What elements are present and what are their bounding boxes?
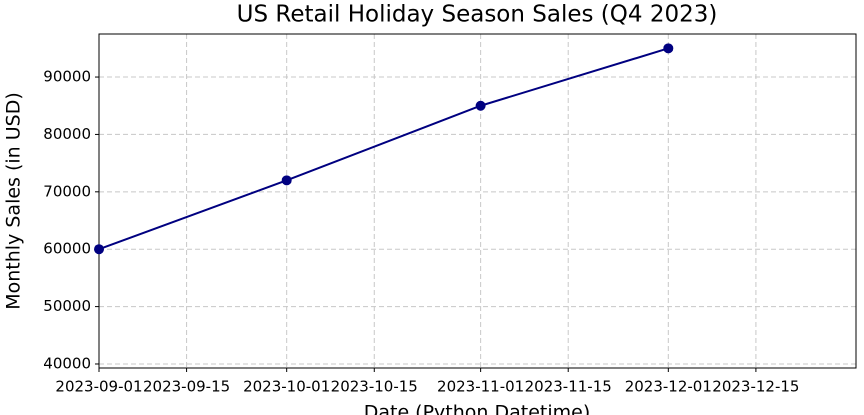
plot-frame xyxy=(98,33,857,369)
line xyxy=(98,47,669,251)
y-tick-label: 80000 xyxy=(43,125,91,143)
chart-title: US Retail Holiday Season Sales (Q4 2023) xyxy=(237,2,718,28)
y-tick-label: 40000 xyxy=(43,354,91,372)
y-tick-label: 70000 xyxy=(43,182,91,200)
x-tick-label: 2023-12-01 xyxy=(625,378,712,396)
marker xyxy=(475,100,486,111)
x-tick-label: 2023-11-01 xyxy=(437,378,524,396)
y-tick-label: 90000 xyxy=(43,68,91,86)
x-tick-label: 2023-10-01 xyxy=(243,378,330,396)
x-tick-label: 2023-12-15 xyxy=(712,378,799,396)
marker xyxy=(281,175,292,186)
y-tick-label: 50000 xyxy=(43,297,91,315)
y-tick-label: 60000 xyxy=(43,240,91,258)
x-tick-label: 2023-09-15 xyxy=(143,378,230,396)
x-tick-label: 2023-09-01 xyxy=(55,378,142,396)
marker xyxy=(94,244,104,255)
y-axis-label: Monthly Sales (in USD) xyxy=(3,92,25,310)
x-axis-label: Date (Python Datetime) xyxy=(364,402,591,415)
marker xyxy=(663,43,674,54)
x-tick-label: 2023-10-15 xyxy=(331,378,418,396)
x-tick-label: 2023-11-15 xyxy=(525,378,612,396)
